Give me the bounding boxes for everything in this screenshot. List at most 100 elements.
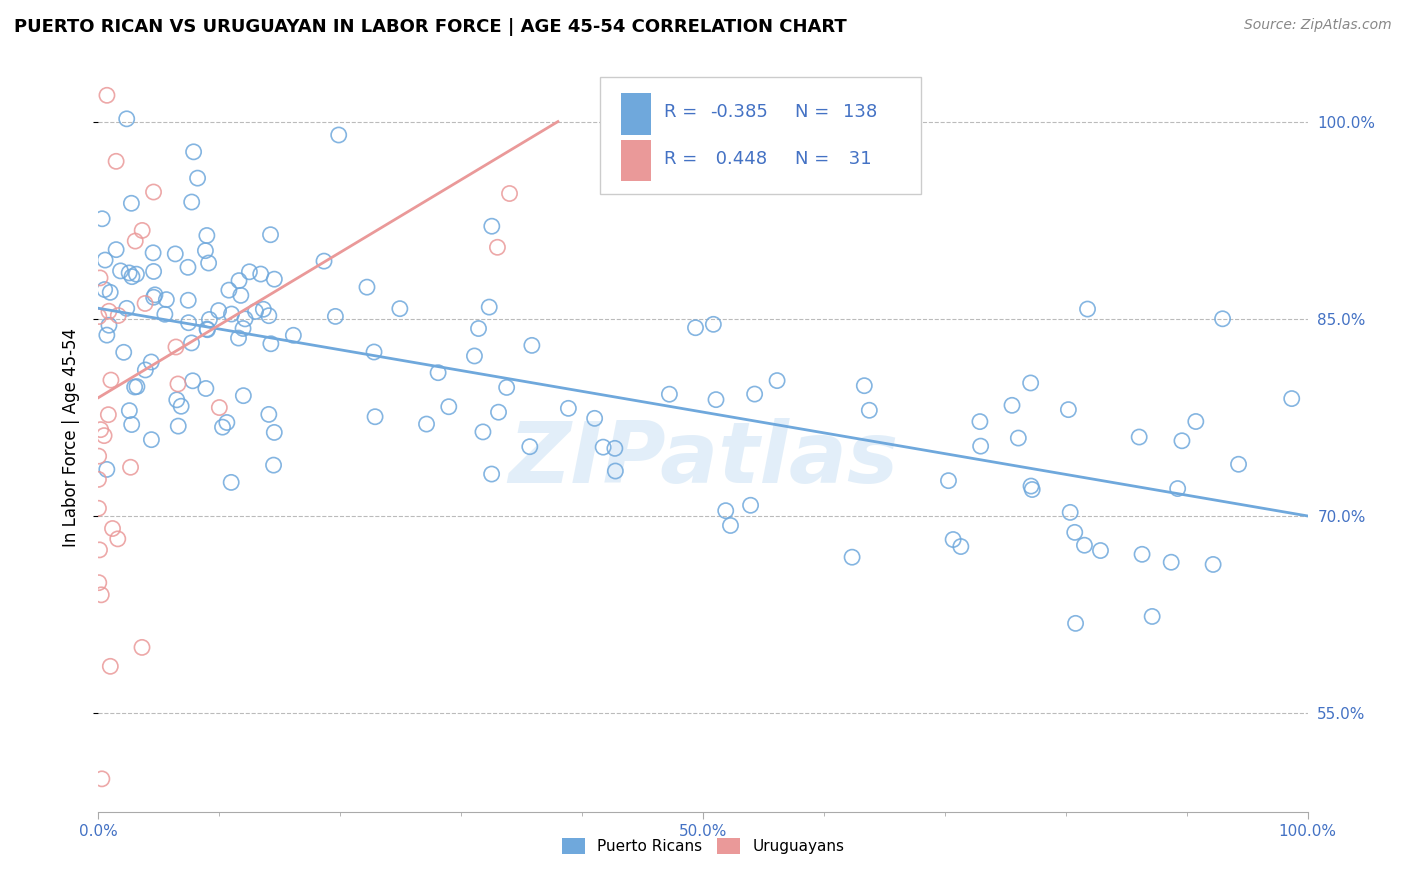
Point (1001, 398, 1024, 412)
Point (131, 223, 153, 237)
Point (471, 425, 494, 439)
Point (1019, 479, 1042, 493)
Point (467, 321, 489, 335)
Point (257, 408, 280, 422)
Point (969, 415, 991, 429)
Point (187, 171, 209, 186)
Point (949, 540, 972, 554)
Point (197, 256, 219, 270)
Point (97, 304, 120, 318)
Point (141, 433, 163, 447)
Point (1076, 301, 1098, 316)
Point (91, 211, 114, 226)
Text: 0.448: 0.448 (710, 150, 768, 168)
Point (1057, 402, 1080, 417)
Point (249, 267, 271, 281)
Point (93, 428, 115, 442)
Point (100, 373, 122, 387)
Point (259, 227, 281, 242)
Point (120, 196, 142, 211)
Point (685, 320, 707, 334)
Point (107, 309, 129, 323)
Point (325, 310, 347, 324)
Point (165, 247, 187, 261)
Point (1185, 415, 1208, 429)
Point (232, 389, 254, 403)
Point (942, 533, 965, 547)
Point (87, 449, 110, 463)
Point (481, 467, 503, 481)
Point (1063, 525, 1085, 540)
Point (177, 316, 200, 330)
Point (740, 498, 762, 512)
Point (194, 244, 217, 258)
Point (208, 401, 231, 415)
Point (229, 288, 252, 302)
Point (142, 245, 165, 260)
Point (658, 387, 681, 401)
Point (87, 501, 110, 516)
Point (714, 504, 737, 518)
Point (520, 338, 543, 352)
Point (87, 310, 110, 324)
Text: N =: N = (794, 103, 835, 121)
Point (124, 380, 146, 394)
Point (215, 416, 238, 430)
Point (1059, 505, 1081, 519)
Point (89, 271, 111, 285)
Point (131, 640, 153, 655)
Point (97, 408, 120, 422)
Point (124, 234, 146, 248)
Point (1128, 430, 1150, 444)
Point (233, 311, 256, 326)
Point (238, 265, 260, 279)
Point (142, 264, 165, 278)
Point (388, 301, 411, 316)
Point (96, 88, 118, 103)
Point (221, 307, 243, 321)
Point (98, 285, 121, 300)
Point (260, 336, 283, 351)
Point (495, 380, 517, 394)
Point (263, 425, 285, 440)
Point (142, 290, 165, 304)
Point (89, 542, 111, 557)
Point (415, 417, 437, 431)
Point (121, 417, 143, 432)
Point (93, 283, 115, 297)
Point (90, 588, 112, 602)
Point (153, 307, 176, 321)
Point (969, 439, 991, 453)
Text: PUERTO RICAN VS URUGUAYAN IN LABOR FORCE | AGE 45-54 CORRELATION CHART: PUERTO RICAN VS URUGUAYAN IN LABOR FORCE… (14, 18, 846, 36)
Point (87, 575, 110, 590)
Point (1160, 555, 1182, 569)
Text: R =: R = (664, 150, 703, 168)
Point (853, 378, 876, 392)
FancyBboxPatch shape (600, 78, 921, 194)
Point (167, 376, 190, 391)
Point (228, 331, 250, 345)
Point (1019, 376, 1042, 390)
Point (363, 345, 385, 359)
Point (180, 194, 202, 209)
Point (232, 321, 254, 335)
Point (478, 300, 501, 314)
Point (1073, 538, 1095, 552)
Point (1227, 457, 1250, 471)
Bar (621, 94, 651, 135)
Point (603, 442, 626, 456)
Point (194, 382, 217, 396)
Point (120, 460, 142, 475)
Point (167, 419, 190, 434)
Point (427, 366, 450, 380)
Point (328, 128, 350, 142)
Point (115, 301, 138, 316)
Point (1167, 482, 1189, 496)
Point (110, 264, 132, 278)
Point (744, 387, 766, 401)
Point (195, 322, 218, 336)
Point (219, 475, 242, 490)
Text: Source: ZipAtlas.com: Source: ZipAtlas.com (1244, 18, 1392, 32)
Point (94, 253, 117, 268)
Point (257, 309, 280, 323)
